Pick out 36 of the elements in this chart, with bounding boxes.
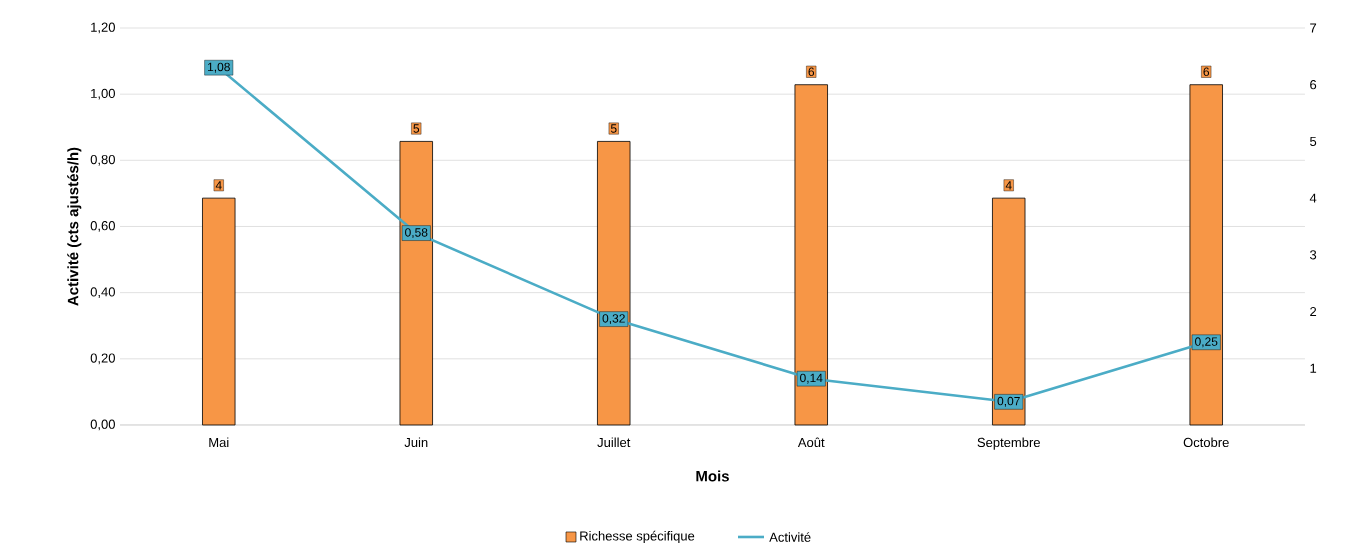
y2-tick-label: 7 xyxy=(1310,23,1317,33)
x-axis-title: Mois xyxy=(696,470,729,482)
data-label: 4 xyxy=(1005,181,1012,190)
x-tick-label: Août xyxy=(797,437,825,448)
data-label: 6 xyxy=(1203,67,1210,76)
y-axis-title: Activité (cts ajustés/h) xyxy=(67,147,82,306)
y-tick-label: 0,20 xyxy=(90,353,115,365)
x-tick-label: Septembre xyxy=(977,437,1040,450)
bar xyxy=(992,197,1026,426)
bar xyxy=(794,84,828,426)
x-tick-label: Juillet xyxy=(597,437,631,448)
x-tick-label: Juin xyxy=(404,437,428,448)
y2-tick-label: 3 xyxy=(1310,250,1317,260)
y-tick-label: 1,00 xyxy=(91,88,115,100)
bar xyxy=(202,197,236,426)
y2-tick-label: 1 xyxy=(1310,363,1317,373)
legend-label: Richesse spécifique xyxy=(580,530,695,544)
y-tick-label: 0,00 xyxy=(90,419,115,431)
y-tick-label: 1,20 xyxy=(91,22,115,34)
data-label: 5 xyxy=(413,124,420,133)
bar xyxy=(1189,84,1223,426)
x-tick-label: Octobre xyxy=(1183,437,1229,448)
y2-tick-label: 5 xyxy=(1310,136,1317,146)
y2-tick-label: 6 xyxy=(1310,80,1317,90)
y-tick-label: 0,80 xyxy=(90,154,115,166)
legend-label: Activité xyxy=(769,532,811,542)
data-label: 4 xyxy=(215,181,222,190)
y-tick-label: 0,60 xyxy=(90,221,115,232)
bar xyxy=(399,141,433,426)
data-label: 5 xyxy=(610,124,617,133)
y2-tick-label: 2 xyxy=(1310,307,1317,317)
y2-tick-label: 4 xyxy=(1309,193,1317,203)
x-tick-label: Mai xyxy=(209,437,229,448)
y-tick-label: 0,40 xyxy=(90,287,115,299)
data-label: 6 xyxy=(808,67,815,76)
bar xyxy=(597,141,631,426)
